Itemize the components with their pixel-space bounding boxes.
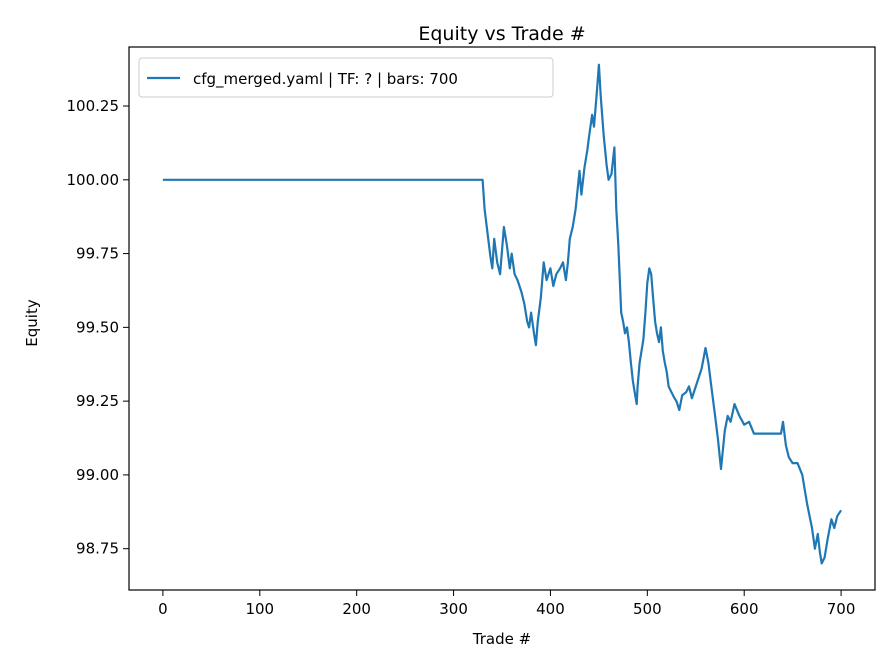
y-axis-label: Equity — [23, 299, 41, 347]
x-tick-label: 600 — [730, 600, 759, 618]
legend-entry: cfg_merged.yaml | TF: ? | bars: 700 — [193, 70, 458, 89]
y-tick-label: 100.00 — [67, 171, 120, 189]
plot-frame — [128, 46, 876, 591]
y-tick-label: 99.00 — [76, 466, 119, 484]
x-axis: 0 100 200 300 400 500 600 700 — [158, 590, 855, 618]
y-tick-label: 98.75 — [76, 540, 119, 558]
y-tick-label: 99.75 — [76, 245, 119, 263]
y-tick-label: 99.25 — [76, 392, 119, 410]
chart-title: Equity vs Trade # — [418, 23, 585, 45]
x-tick-label: 400 — [536, 600, 565, 618]
x-tick-label: 0 — [158, 600, 168, 618]
series-line — [162, 63, 843, 565]
legend: cfg_merged.yaml | TF: ? | bars: 700 — [138, 57, 554, 98]
x-tick-label: 100 — [245, 600, 274, 618]
x-tick-label: 500 — [633, 600, 662, 618]
y-tick-label: 100.25 — [67, 97, 120, 115]
plot-area — [162, 63, 843, 565]
x-tick-label: 300 — [439, 600, 468, 618]
y-axis: 98.75 99.00 99.25 99.50 99.75 100.00 100.25 — [67, 97, 129, 558]
x-tick-label: 200 — [342, 600, 371, 618]
x-tick-label: 700 — [827, 600, 856, 618]
y-tick-label: 99.50 — [76, 318, 119, 336]
x-axis-label: Trade # — [472, 630, 531, 648]
legend-box — [138, 57, 554, 98]
